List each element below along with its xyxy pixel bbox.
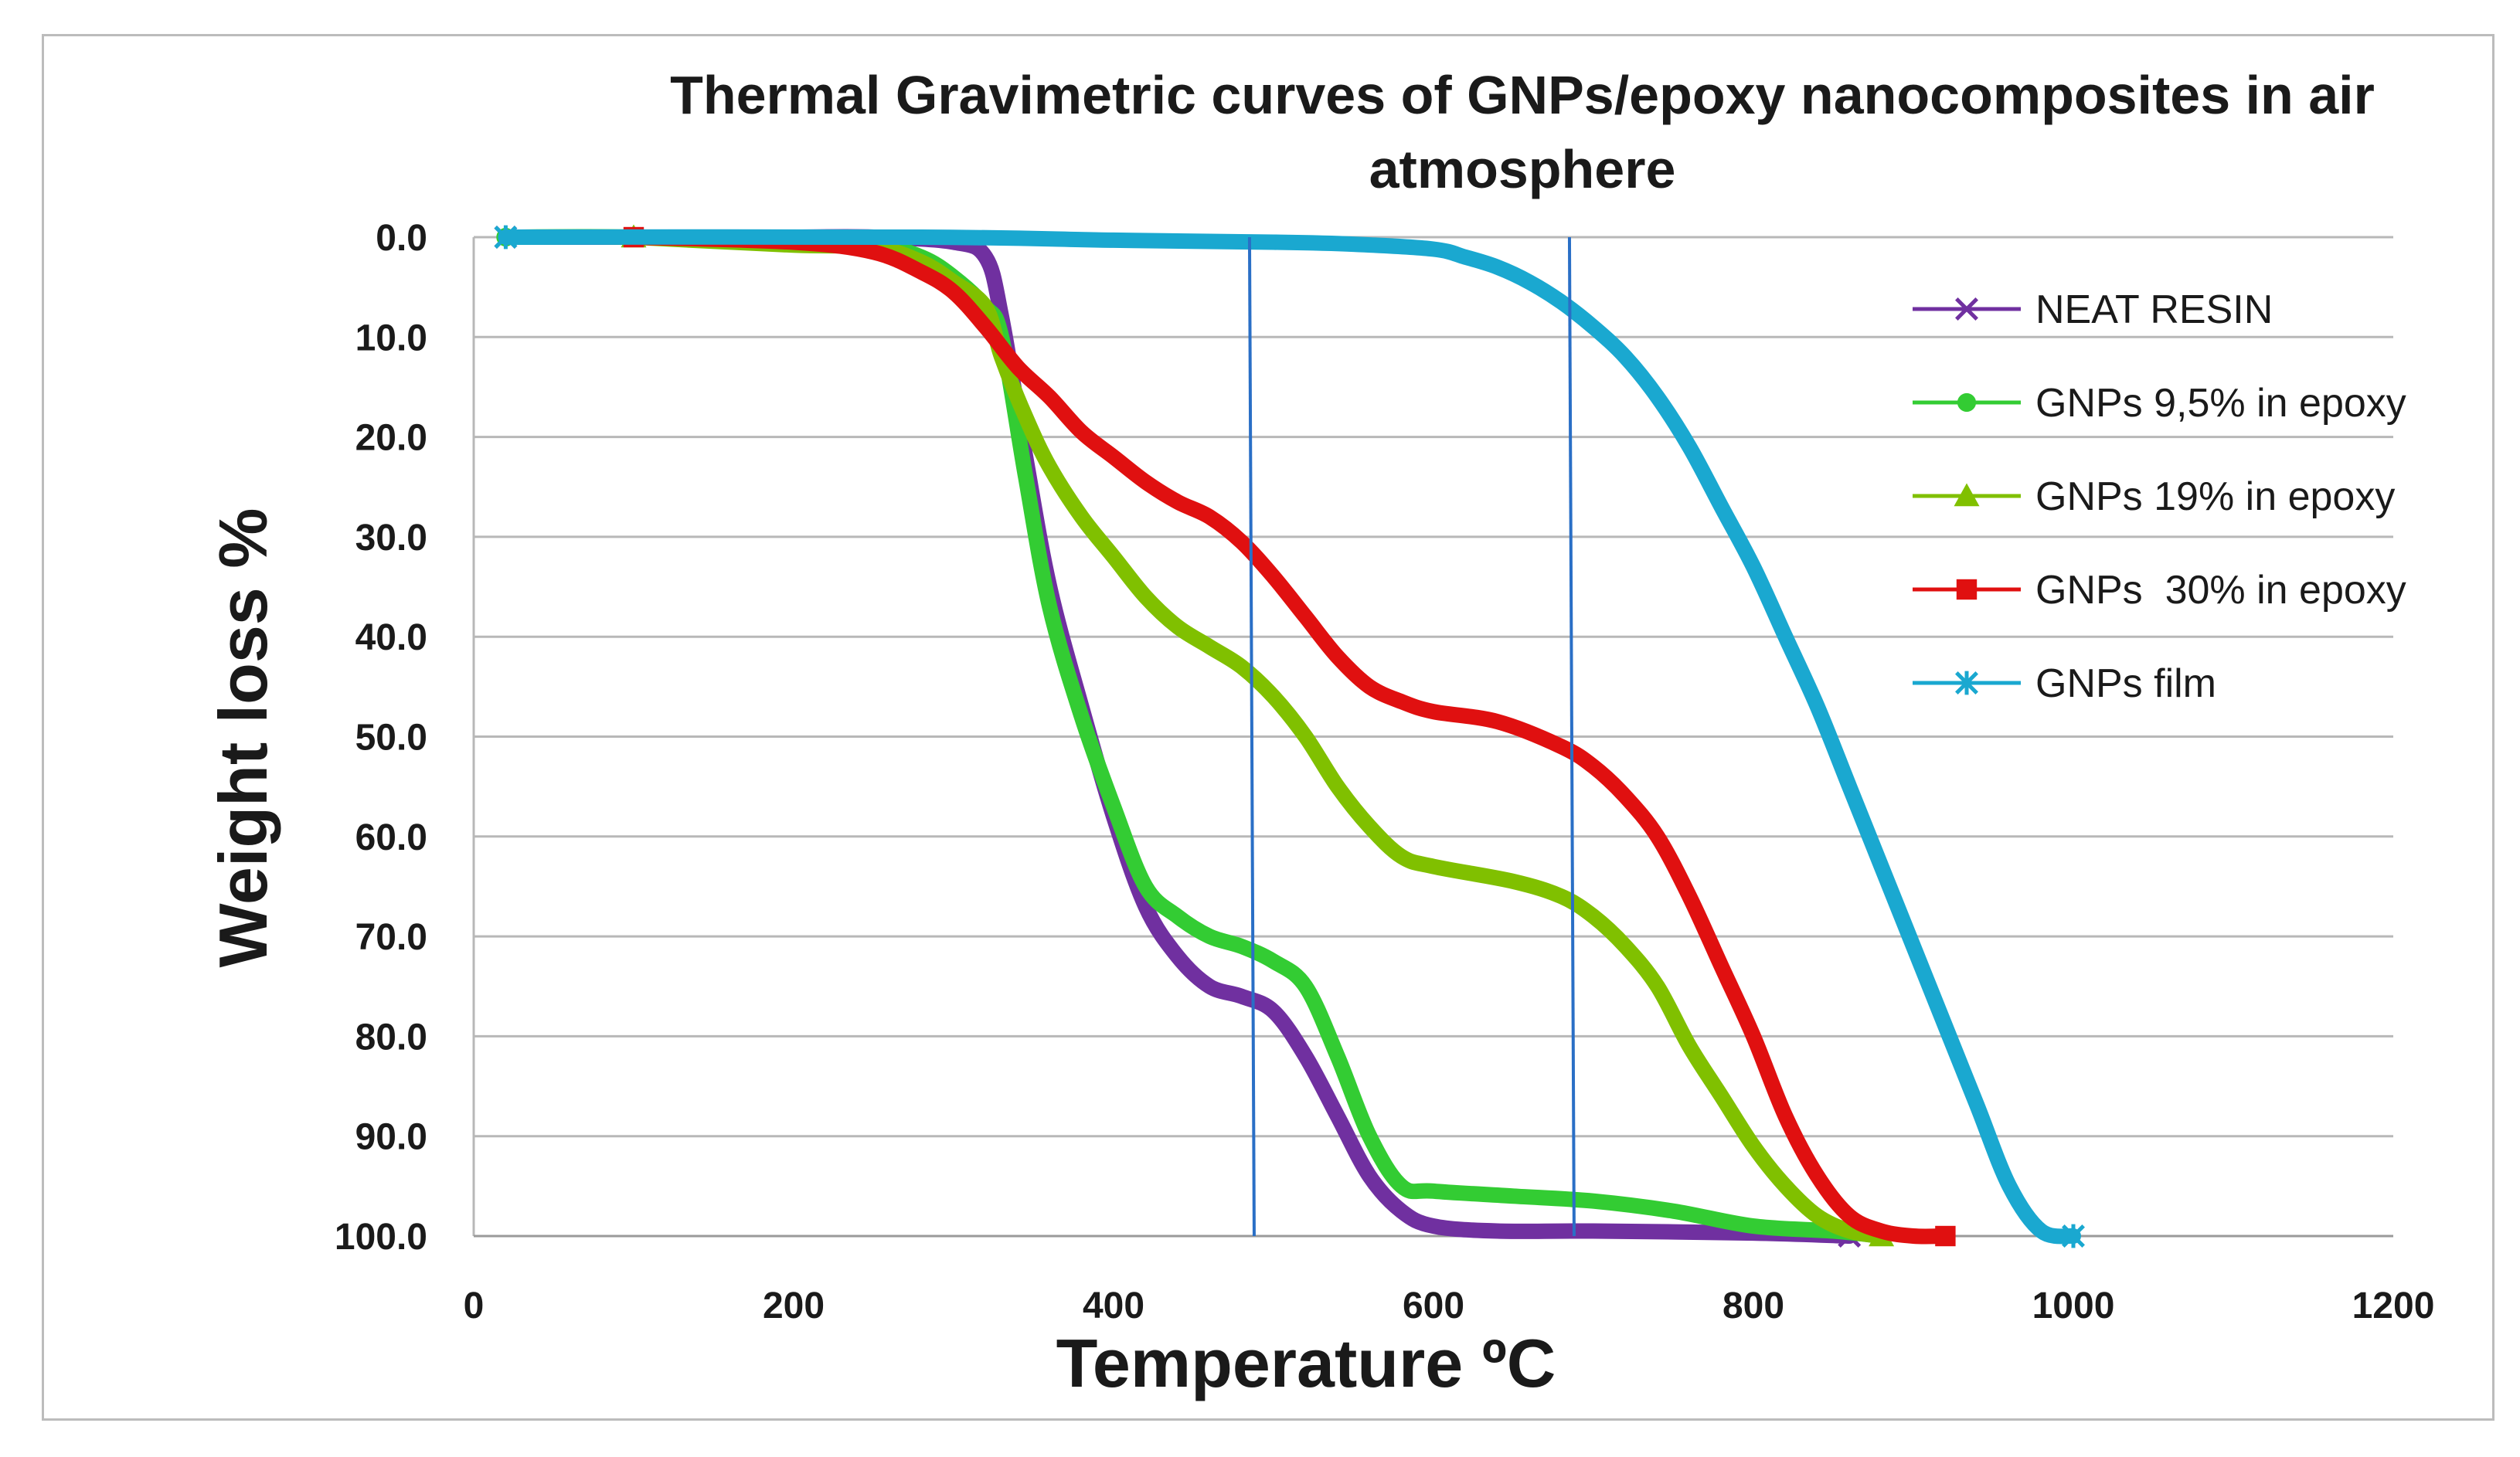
data-point-end-3 — [1935, 1225, 1956, 1247]
y-tick-label: 10.0 — [355, 318, 427, 358]
y-tick-label: 0.0 — [376, 218, 427, 259]
y-tick-label: 50.0 — [355, 718, 427, 759]
x-tick-label: 0 — [464, 1285, 485, 1326]
x-tick-label: 600 — [1403, 1285, 1464, 1326]
legend-item-4: GNPs film — [1913, 661, 2216, 706]
legend-item-1: GNPs 9,5% in epoxy — [1913, 381, 2406, 426]
legend: NEAT RESIN GNPs 9,5% in epoxy GNPs 19% in … — [1913, 287, 2406, 706]
legend-label-0: NEAT RESIN — [2035, 287, 2273, 332]
data-series — [494, 224, 2085, 1248]
series-2 — [621, 224, 1895, 1247]
y-tick-label: 40.0 — [355, 617, 427, 658]
reference-lines — [1247, 236, 1576, 1237]
x-tick-labels: 0 200 400 600 800 1000 1200 — [464, 1285, 2435, 1326]
series-line-2 — [626, 229, 1889, 1244]
x-tick-label: 800 — [1723, 1285, 1784, 1326]
legend-marker-1 — [1957, 392, 1977, 413]
series-line-4 — [498, 229, 2081, 1245]
series-4 — [494, 225, 2085, 1248]
legend-marker-0 — [1955, 297, 1978, 321]
legend-label-3: GNPs 30% in epoxy — [2035, 568, 2406, 613]
x-axis-label: Temperature ºC — [1056, 1325, 1556, 1401]
reference-line-0 — [1247, 236, 1256, 1237]
y-axis-label: Weight loss % — [205, 508, 281, 968]
chart-title-line-1: Thermal Gravimetric curves of GNPs/epoxy… — [670, 65, 2375, 125]
x-tick-label: 200 — [763, 1285, 825, 1326]
y-tick-label: 90.0 — [355, 1117, 427, 1158]
y-tick-label: 60.0 — [355, 817, 427, 858]
y-tick-label: 80.0 — [355, 1017, 427, 1058]
legend-marker-3 — [1956, 579, 1978, 600]
series-line-3 — [626, 229, 1954, 1245]
data-point-end-4 — [2062, 1224, 2085, 1248]
y-tick-label: 30.0 — [355, 518, 427, 559]
legend-label-1: GNPs 9,5% in epoxy — [2035, 381, 2406, 426]
legend-marker-4 — [1955, 671, 1978, 695]
legend-label-2: GNPs 19% in epoxy — [2035, 474, 2395, 519]
chart-title: Thermal Gravimetric curves of GNPs/epoxy… — [670, 65, 2375, 199]
chart-title-line-2: atmosphere — [1369, 139, 1676, 199]
x-tick-label: 1000 — [2032, 1285, 2115, 1326]
y-tick-label: 70.0 — [355, 917, 427, 958]
x-tick-label: 1200 — [2352, 1285, 2435, 1326]
reference-line-1 — [1567, 236, 1576, 1237]
data-point-start-4 — [494, 225, 518, 250]
y-tick-labels: 0.0 10.0 20.0 30.0 40.0 50.0 60.0 70.0 80.0 90.0 1… — [335, 218, 427, 1258]
legend-marker-2 — [1954, 483, 1980, 507]
y-tick-label: 20.0 — [355, 418, 427, 459]
legend-item-3: GNPs 30% in epoxy — [1913, 568, 2406, 613]
legend-item-2: GNPs 19% in epoxy — [1913, 474, 2395, 519]
chart-frame — [42, 34, 2494, 1421]
legend-item-0: NEAT RESIN — [1913, 287, 2273, 332]
y-tick-label: 100.0 — [335, 1217, 427, 1258]
x-tick-label: 400 — [1083, 1285, 1144, 1326]
legend-label-4: GNPs film — [2035, 661, 2216, 706]
